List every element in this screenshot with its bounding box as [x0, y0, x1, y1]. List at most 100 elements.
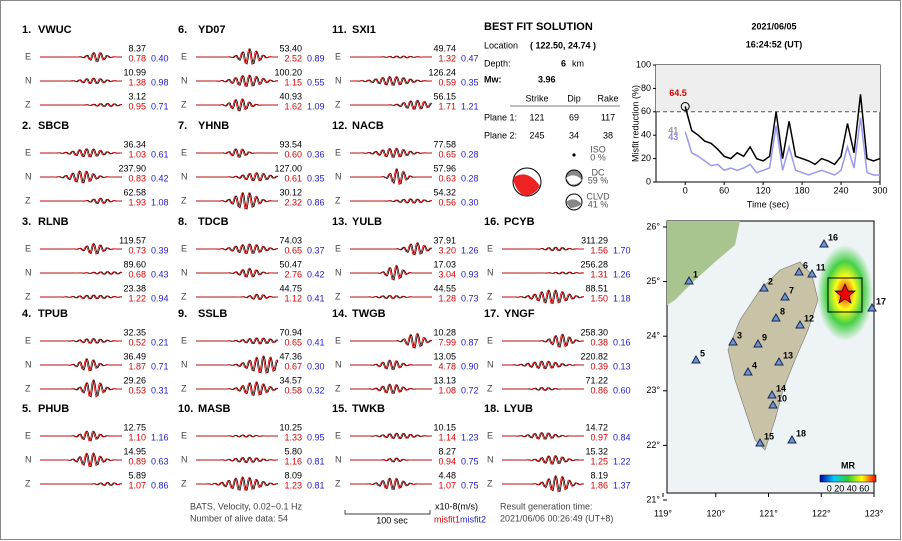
misfit1: 0.95	[128, 101, 146, 111]
station-name: RLNB	[38, 216, 69, 228]
threshold-band	[656, 65, 880, 112]
misfit2: 0.35	[461, 77, 479, 87]
component: N	[335, 75, 342, 85]
x-tick-label: 120	[756, 185, 771, 195]
waveform	[350, 241, 433, 256]
amplitude: 47.36	[279, 351, 302, 361]
amplitude: 44.75	[279, 283, 302, 293]
component: N	[181, 454, 188, 464]
station-name: TWGB	[352, 308, 386, 320]
y-axis-title: Misfit reduction (%)	[630, 85, 640, 162]
component: E	[181, 243, 187, 253]
component: Z	[335, 478, 341, 488]
plane-value: 117	[601, 112, 615, 122]
misfit2: 0.98	[151, 77, 169, 87]
amplitude: 12.75	[123, 422, 146, 432]
component: Z	[181, 383, 187, 393]
amplitude: 74.03	[279, 235, 302, 245]
misfit2: 1.22	[613, 456, 631, 466]
misfit2: 1.18	[613, 293, 631, 303]
amplitude: 3.12	[128, 91, 146, 101]
amplitude: 57.96	[433, 163, 456, 173]
amplitude: 93.54	[279, 139, 302, 149]
component: E	[25, 335, 31, 345]
misfit2: 1.21	[461, 101, 479, 111]
component: E	[181, 430, 187, 440]
component: E	[25, 243, 31, 253]
station-label: 3	[737, 330, 742, 340]
station-label: 16	[828, 232, 838, 242]
component: N	[487, 267, 494, 277]
component-percent: 0 %	[590, 152, 606, 162]
column-header: Strike	[525, 93, 548, 103]
amplitude: 10.25	[279, 422, 302, 432]
station-label: 18	[796, 428, 806, 438]
waveform	[502, 360, 584, 370]
waveform	[196, 354, 279, 375]
amplitude: 34.57	[279, 375, 302, 385]
station-number: 13.	[332, 216, 347, 228]
y-tick-label: 40	[641, 130, 651, 140]
station-label: 8	[780, 306, 785, 316]
label: Location	[484, 40, 518, 50]
misfit1: 0.65	[284, 337, 302, 347]
station-name: NACB	[352, 120, 384, 132]
waveform	[196, 191, 278, 210]
amplitude: 8.09	[284, 470, 302, 480]
station-label: 5	[700, 348, 705, 358]
waveform	[502, 387, 584, 391]
station-name: SSLB	[198, 308, 227, 320]
station-marker	[780, 291, 790, 301]
misfit2: 1.08	[151, 197, 169, 207]
station-marker	[867, 302, 877, 312]
station-number: 9.	[178, 308, 187, 320]
waveform	[502, 246, 584, 252]
waveform	[350, 264, 432, 280]
plane-label: Plane 2:	[484, 130, 517, 140]
colorbar-title: MR	[841, 460, 855, 470]
station-name: SBCB	[38, 120, 69, 132]
misfit2: 0.47	[461, 53, 479, 63]
unit: km	[572, 58, 584, 68]
amplitude: 32.35	[123, 327, 146, 337]
amplitude: 220.82	[580, 351, 608, 361]
amplitude: 126.24	[428, 67, 456, 77]
station-number: 18.	[484, 403, 499, 415]
misfit2: 0.90	[461, 361, 479, 371]
misfit2: 0.30	[461, 197, 479, 207]
misfit2: 1.26	[613, 269, 631, 279]
waveform	[350, 75, 433, 86]
station-number: 1.	[22, 24, 31, 36]
info: BATS, Velocity, 0.02~0.1 Hz	[190, 501, 302, 511]
amplitude: 62.58	[123, 187, 146, 197]
misfit2: 0.21	[151, 337, 169, 347]
map-y-tick-label: 24°	[646, 331, 660, 341]
component: E	[487, 243, 493, 253]
component: Z	[25, 383, 31, 393]
station-name: PCYB	[504, 216, 535, 228]
amplitude: 4.48	[438, 470, 456, 480]
component: Z	[181, 99, 187, 109]
amplitude: 8.27	[438, 446, 456, 456]
component: E	[181, 335, 187, 345]
info: Result generation time:	[500, 501, 593, 511]
info: 2021/06/06 00:26:49 (UT+8)	[500, 513, 613, 523]
station-number: 11.	[332, 24, 347, 36]
station-marker	[767, 389, 777, 399]
misfit1: 1.14	[438, 432, 456, 442]
component: N	[25, 267, 32, 277]
misfit2: 0.89	[307, 53, 325, 63]
waveform	[40, 51, 122, 63]
waveform	[196, 381, 279, 396]
misfit2: 0.72	[461, 385, 479, 395]
amplitude: 256.28	[580, 259, 608, 269]
waveform	[350, 359, 432, 371]
component-name: CLVD	[586, 191, 610, 201]
column-header: Rake	[597, 93, 618, 103]
misfit2: 1.70	[613, 245, 631, 255]
station-name: LYUB	[504, 403, 533, 415]
misfit2: 0.36	[307, 149, 325, 159]
component-percent: 59 %	[588, 175, 609, 185]
misfit2: 0.37	[307, 245, 325, 255]
waveform	[502, 431, 584, 440]
